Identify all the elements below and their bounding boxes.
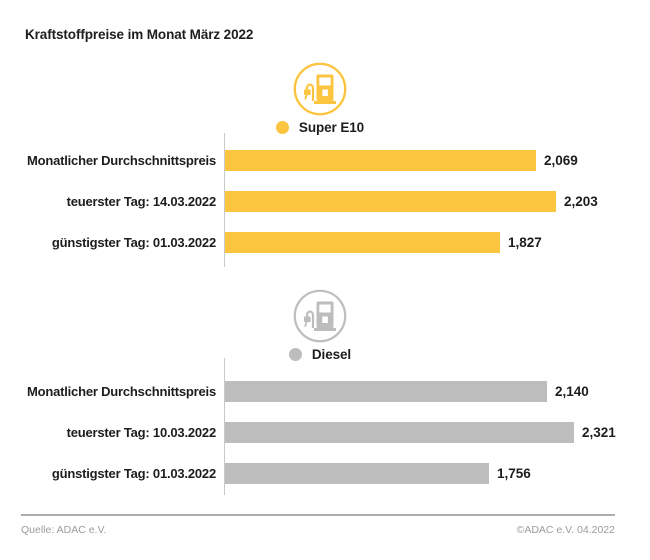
bar (225, 191, 556, 212)
legend-dot-diesel (288, 348, 302, 361)
bar-value-label: 1,756 (497, 466, 531, 481)
axis-line-super-e10 (223, 133, 225, 267)
bar-category-label: Monatlicher Durchschnittspreis (26, 384, 216, 399)
bar-value-label: 1,827 (508, 235, 542, 250)
bar (225, 150, 536, 171)
bar-value-label: 2,321 (582, 425, 616, 440)
bar-category-label: günstigster Tag: 01.03.2022 (51, 466, 216, 481)
footer-divider (21, 514, 615, 516)
axis-line-diesel (223, 358, 225, 495)
bar-value-label: 2,069 (544, 153, 578, 168)
copyright-note: ©ADAC e.V. 04.2022 (516, 524, 615, 536)
bar (225, 232, 500, 253)
bar-category-label: Monatlicher Durchschnittspreis (26, 153, 216, 168)
bar-category-label: teuerster Tag: 10.03.2022 (66, 425, 217, 440)
page-title: Kraftstoffpreise im Monat März 2022 (25, 27, 254, 42)
bar-value-label: 2,203 (564, 194, 598, 209)
bar-row: teuerster Tag: 10.03.2022 2,321 (0, 422, 616, 443)
bar (225, 463, 489, 484)
bar-row: günstigster Tag: 01.03.2022 1,756 (0, 463, 531, 484)
bar-value-label: 2,140 (555, 384, 589, 399)
bar-category-label: teuerster Tag: 14.03.2022 (66, 194, 217, 209)
bar-row: Monatlicher Durchschnittspreis 2,140 (0, 381, 589, 402)
legend-label-super-e10: Super E10 (298, 120, 365, 135)
fuel-pump-icon-super-e10 (293, 62, 347, 116)
bar (225, 422, 574, 443)
bar-row: günstigster Tag: 01.03.2022 1,827 (0, 232, 542, 253)
bar-category-label: günstigster Tag: 01.03.2022 (51, 235, 216, 250)
bar-row: Monatlicher Durchschnittspreis 2,069 (0, 150, 578, 171)
bar-row: teuerster Tag: 14.03.2022 2,203 (0, 191, 598, 212)
legend-dot-super-e10 (275, 121, 289, 134)
legend-label-diesel: Diesel (311, 347, 352, 362)
legend-super-e10: Super E10 (0, 120, 640, 135)
fuel-pump-icon-diesel (293, 289, 347, 343)
legend-diesel: Diesel (0, 347, 640, 362)
source-note: Quelle: ADAC e.V. (21, 524, 107, 536)
bar (225, 381, 547, 402)
